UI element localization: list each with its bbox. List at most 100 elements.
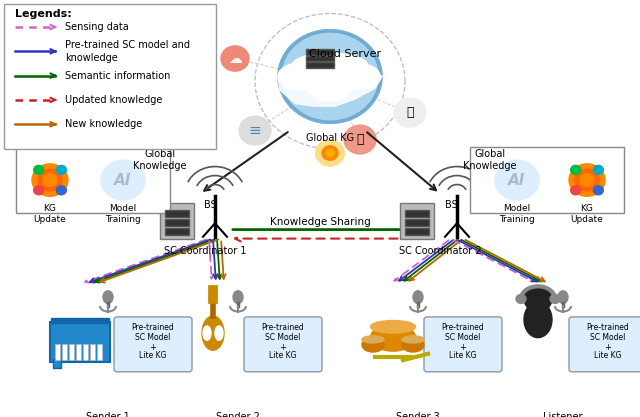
Text: Sender 1: Sender 1 bbox=[86, 412, 130, 417]
FancyBboxPatch shape bbox=[50, 322, 110, 362]
Text: +: + bbox=[280, 343, 287, 352]
Text: Model
Training: Model Training bbox=[499, 204, 535, 224]
Text: +: + bbox=[150, 343, 156, 352]
Circle shape bbox=[34, 166, 44, 174]
Circle shape bbox=[550, 294, 560, 304]
Circle shape bbox=[316, 141, 344, 166]
Text: Pre-trained SC model and
knowledge: Pre-trained SC model and knowledge bbox=[65, 40, 190, 63]
Text: Semantic information: Semantic information bbox=[65, 70, 170, 80]
Ellipse shape bbox=[371, 324, 415, 351]
Circle shape bbox=[56, 166, 67, 174]
Text: New knowledge: New knowledge bbox=[65, 119, 142, 129]
Circle shape bbox=[326, 149, 334, 157]
Text: ≡: ≡ bbox=[248, 123, 261, 138]
Ellipse shape bbox=[292, 53, 367, 77]
FancyBboxPatch shape bbox=[83, 344, 88, 360]
Text: Global KG: Global KG bbox=[306, 133, 354, 143]
Ellipse shape bbox=[362, 338, 384, 352]
FancyBboxPatch shape bbox=[569, 317, 640, 372]
Ellipse shape bbox=[402, 338, 424, 352]
FancyBboxPatch shape bbox=[69, 344, 74, 360]
Text: BS: BS bbox=[445, 200, 458, 210]
Ellipse shape bbox=[402, 336, 424, 343]
Circle shape bbox=[495, 160, 539, 200]
Ellipse shape bbox=[413, 291, 423, 304]
Text: 📊: 📊 bbox=[406, 106, 413, 119]
Text: Listener: Listener bbox=[543, 412, 583, 417]
FancyBboxPatch shape bbox=[62, 344, 67, 360]
Text: Updated knowledge: Updated knowledge bbox=[65, 95, 163, 105]
Ellipse shape bbox=[524, 301, 552, 338]
Text: Lite KG: Lite KG bbox=[269, 351, 297, 360]
FancyBboxPatch shape bbox=[164, 229, 189, 235]
Text: SC Model: SC Model bbox=[445, 333, 481, 342]
Text: SC Model: SC Model bbox=[590, 333, 626, 342]
Circle shape bbox=[239, 116, 271, 145]
FancyBboxPatch shape bbox=[76, 344, 81, 360]
Circle shape bbox=[34, 186, 44, 195]
Text: Global
Knowledge: Global Knowledge bbox=[133, 149, 187, 171]
Ellipse shape bbox=[203, 326, 211, 340]
FancyBboxPatch shape bbox=[90, 344, 95, 360]
Text: Lite KG: Lite KG bbox=[140, 351, 167, 360]
Circle shape bbox=[593, 166, 604, 174]
Text: Sender 3: Sender 3 bbox=[396, 412, 440, 417]
Ellipse shape bbox=[340, 64, 380, 89]
Ellipse shape bbox=[103, 291, 113, 304]
Text: SC Model: SC Model bbox=[135, 333, 171, 342]
Circle shape bbox=[32, 164, 68, 196]
FancyBboxPatch shape bbox=[306, 55, 334, 61]
Text: Legends:: Legends: bbox=[15, 9, 72, 19]
Text: SC Coordinator 2: SC Coordinator 2 bbox=[399, 246, 481, 256]
FancyBboxPatch shape bbox=[424, 317, 502, 372]
Ellipse shape bbox=[306, 70, 354, 101]
Text: +: + bbox=[605, 343, 611, 352]
Ellipse shape bbox=[371, 321, 415, 333]
Text: AI: AI bbox=[115, 173, 132, 188]
Circle shape bbox=[38, 169, 62, 191]
FancyBboxPatch shape bbox=[97, 344, 102, 360]
Circle shape bbox=[278, 30, 382, 123]
Ellipse shape bbox=[558, 291, 568, 304]
FancyBboxPatch shape bbox=[404, 211, 429, 217]
Circle shape bbox=[569, 164, 605, 196]
Text: Lite KG: Lite KG bbox=[595, 351, 621, 360]
FancyBboxPatch shape bbox=[114, 317, 192, 372]
FancyBboxPatch shape bbox=[404, 219, 429, 226]
FancyBboxPatch shape bbox=[53, 359, 61, 368]
FancyBboxPatch shape bbox=[55, 344, 60, 360]
Text: Pre-trained: Pre-trained bbox=[262, 323, 305, 332]
Ellipse shape bbox=[362, 336, 384, 343]
Text: Cloud Server: Cloud Server bbox=[309, 49, 381, 59]
Text: Pre-trained: Pre-trained bbox=[442, 323, 484, 332]
Polygon shape bbox=[278, 61, 382, 106]
Circle shape bbox=[344, 125, 376, 154]
FancyBboxPatch shape bbox=[470, 147, 624, 214]
Circle shape bbox=[322, 146, 338, 160]
Circle shape bbox=[516, 294, 526, 304]
Text: SC Coordinator 1: SC Coordinator 1 bbox=[164, 246, 246, 256]
Circle shape bbox=[571, 186, 580, 195]
Text: KG
Update: KG Update bbox=[34, 204, 67, 224]
FancyBboxPatch shape bbox=[4, 4, 216, 149]
Polygon shape bbox=[51, 318, 109, 323]
FancyBboxPatch shape bbox=[164, 211, 189, 217]
Text: Global
Knowledge: Global Knowledge bbox=[463, 149, 516, 171]
Circle shape bbox=[28, 160, 72, 200]
FancyBboxPatch shape bbox=[306, 49, 334, 55]
Text: ☁: ☁ bbox=[228, 52, 242, 65]
Text: Sender 2: Sender 2 bbox=[216, 412, 260, 417]
Ellipse shape bbox=[233, 291, 243, 304]
FancyBboxPatch shape bbox=[400, 203, 434, 239]
Text: Sensing data: Sensing data bbox=[65, 22, 129, 32]
FancyBboxPatch shape bbox=[306, 62, 334, 68]
Text: 🔒: 🔒 bbox=[356, 133, 364, 146]
Circle shape bbox=[593, 186, 604, 195]
FancyBboxPatch shape bbox=[244, 317, 322, 372]
Text: +: + bbox=[460, 343, 467, 352]
Circle shape bbox=[221, 46, 249, 71]
FancyBboxPatch shape bbox=[404, 229, 429, 235]
FancyBboxPatch shape bbox=[160, 203, 194, 239]
Circle shape bbox=[101, 160, 145, 200]
Circle shape bbox=[278, 30, 382, 123]
